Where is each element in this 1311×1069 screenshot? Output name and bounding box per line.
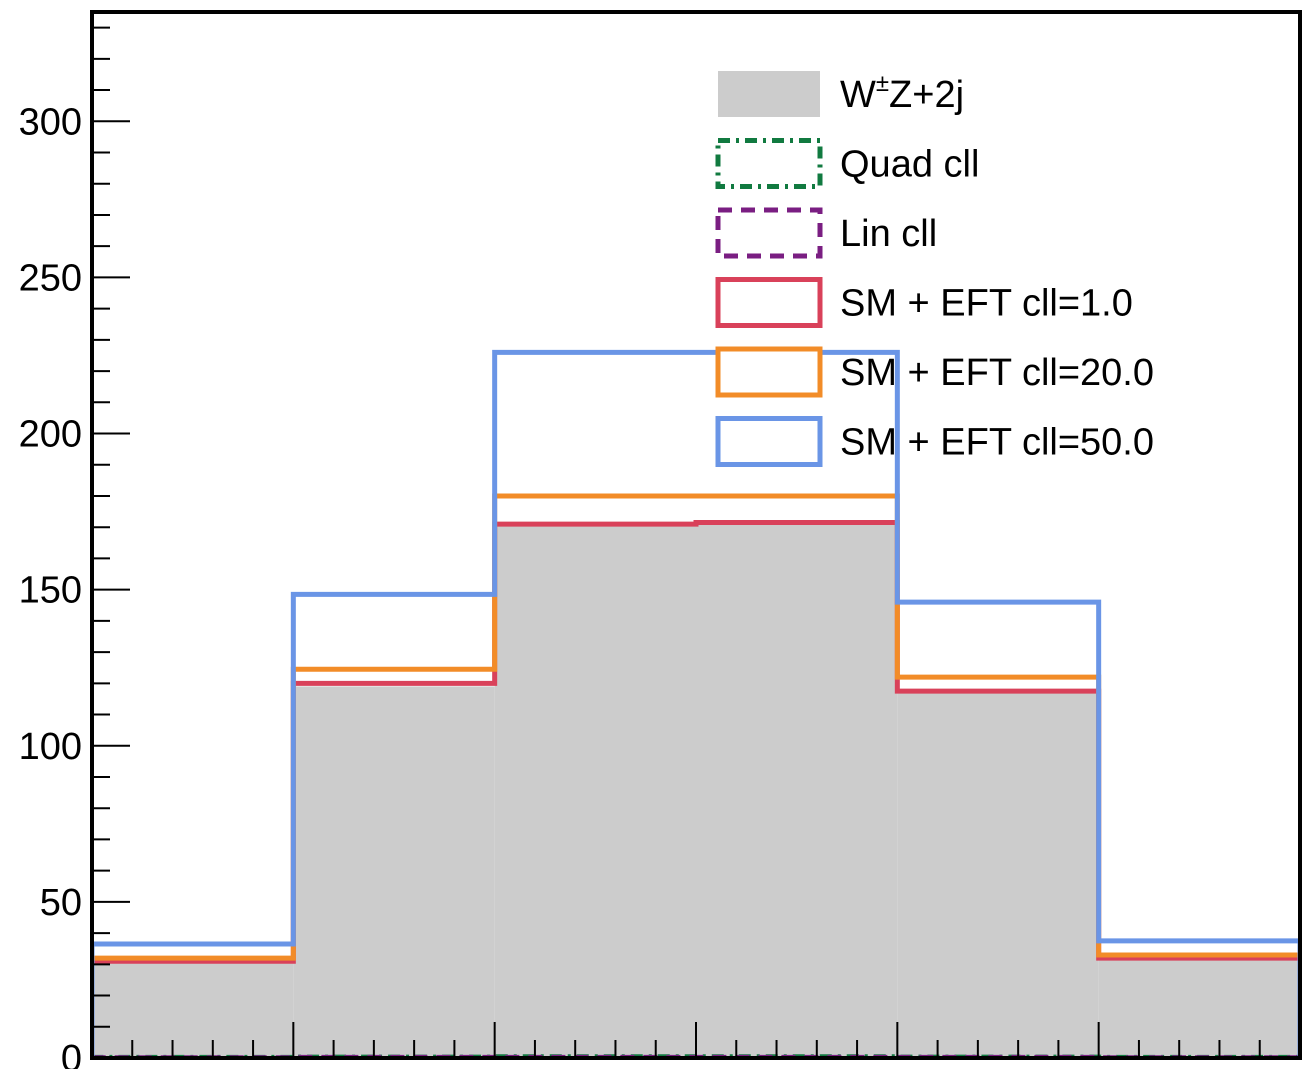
histogram-bar-w-z-2j-3 (494, 524, 696, 1058)
series-line-sm-eft-cll-20-0 (92, 493, 1300, 1058)
legend-label: SM + EFT cll=50.0 (840, 422, 1154, 464)
legend-swatch-lin-cll (715, 207, 823, 259)
legend-label: Quad cll (840, 144, 979, 186)
y-axis: 0 50 100 150 200 250 300 (19, 26, 130, 1069)
legend-label: Lin cll (840, 213, 937, 255)
histogram-bar-w-z-2j-2 (293, 686, 495, 1058)
histogram-bar-w-z-2j-5 (897, 692, 1099, 1058)
histogram-bar-w-z-2j-1 (92, 961, 294, 1058)
legend-label: SM + EFT cll=20.0 (840, 352, 1154, 394)
y-tick-label: 50 (40, 882, 82, 924)
y-tick-label: 100 (19, 726, 82, 768)
series-line-sm-eft-cll-50-0 (92, 349, 1300, 1058)
y-tick-label: 200 (19, 414, 82, 456)
legend-swatch-w-z-2j (718, 71, 820, 117)
legend-label: SM + EFT cll=1.0 (840, 283, 1133, 325)
legend-swatch-sm-eft-cll-50-0 (715, 416, 823, 467)
plot-frame (90, 10, 1302, 1060)
histogram-bar-w-z-2j-6 (1098, 958, 1300, 1058)
y-tick-label: 250 (19, 257, 82, 299)
histogram-bar-w-z-2j-4 (696, 524, 898, 1058)
legend-label: W±Z+2j (840, 70, 964, 116)
legend-swatch-sm-eft-cll-20-0 (715, 346, 823, 398)
histogram-layer (92, 349, 1300, 1058)
y-tick-label: 0 (61, 1038, 82, 1069)
legend: W±Z+2j Quad cll Lin cll SM + EFT cll=1.0 SM … (715, 70, 1154, 467)
legend-swatch-quad-cll (715, 138, 823, 189)
y-tick-label: 150 (19, 570, 82, 612)
legend-swatch-sm-eft-cll-1-0 (715, 277, 823, 328)
y-tick-label: 300 (19, 101, 82, 143)
